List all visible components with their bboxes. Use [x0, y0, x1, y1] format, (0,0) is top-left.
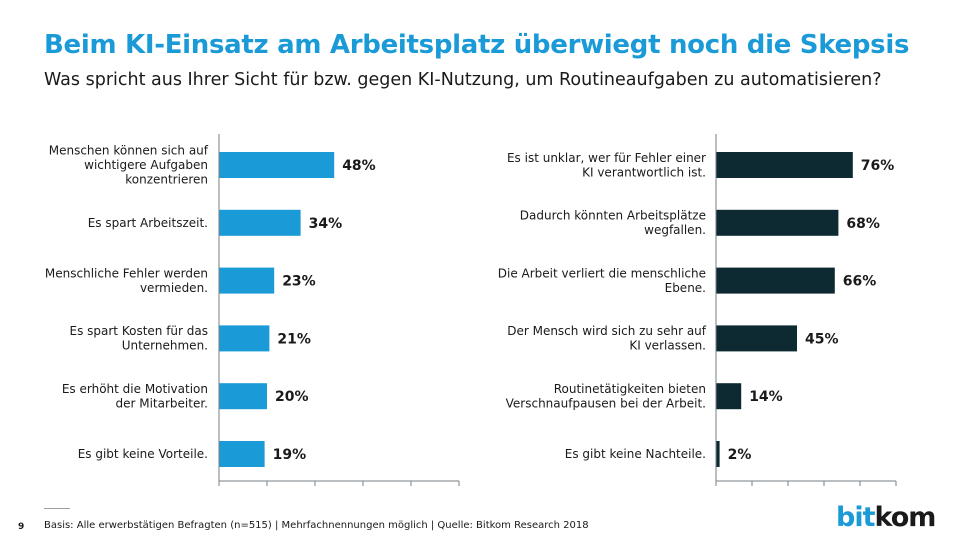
- logo-part-bit: bit: [836, 502, 875, 533]
- category-label-right-1-0: Dadurch könnten Arbeitsplätze: [520, 209, 706, 223]
- category-label-right-0-1: KI verantwortlich ist.: [582, 165, 706, 179]
- chart-subtitle: Was spricht aus Ihrer Sicht für bzw. geg…: [44, 70, 882, 90]
- category-label-left-0-2: konzentrieren: [125, 173, 208, 187]
- category-label-right-4-1: Verschnaufpausen bei der Arbeit.: [506, 396, 706, 410]
- category-label-right-5-0: Es gibt keine Nachteile.: [565, 447, 706, 461]
- bar-right-2: [716, 267, 835, 294]
- bar-left-4: [219, 383, 267, 410]
- category-label-right-4-0: Routinetätigkeiten bieten: [554, 382, 706, 396]
- category-label-left-2-1: vermieden.: [140, 281, 208, 295]
- source-footnote: Basis: Alle erwerbstätigen Befragten (n=…: [44, 520, 589, 531]
- bar-left-0: [219, 152, 335, 178]
- bar-left-2: [219, 267, 275, 294]
- value-label-left-5: 19%: [273, 447, 307, 463]
- chart-title: Beim KI-Einsatz am Arbeitsplatz überwieg…: [44, 30, 910, 60]
- category-label-right-3-1: KI verlassen.: [629, 339, 706, 353]
- category-label-right-3-0: Der Mensch wird sich zu sehr auf: [507, 324, 707, 338]
- value-label-right-5: 2%: [728, 447, 752, 463]
- bar-left-1: [219, 209, 301, 236]
- value-label-left-4: 20%: [275, 389, 309, 405]
- category-label-left-0-1: wichtigere Aufgaben: [84, 158, 208, 172]
- page-number: 9: [18, 522, 25, 532]
- category-label-right-2-0: Die Arbeit verliert die menschliche: [498, 266, 706, 280]
- category-label-left-3-0: Es spart Kosten für das: [70, 324, 209, 338]
- category-label-left-2-0: Menschliche Fehler werden: [45, 266, 208, 280]
- value-label-right-4: 14%: [749, 389, 783, 405]
- value-label-left-0: 48%: [342, 158, 376, 174]
- category-label-left-0-0: Menschen können sich auf: [49, 144, 209, 158]
- category-label-left-3-1: Unternehmen.: [122, 339, 208, 353]
- logo-part-kom: kom: [874, 502, 937, 533]
- category-label-left-1-0: Es spart Arbeitszeit.: [88, 216, 208, 230]
- category-label-left-4-0: Es erhöht die Motivation: [62, 382, 208, 396]
- category-label-right-2-1: Ebene.: [665, 281, 706, 295]
- value-label-right-3: 45%: [805, 331, 839, 347]
- bar-right-5: [716, 441, 720, 467]
- category-label-right-0-0: Es ist unklar, wer für Fehler einer: [507, 151, 706, 165]
- footer-divider: [44, 508, 70, 509]
- bar-right-1: [716, 209, 839, 236]
- value-label-right-1: 68%: [846, 216, 880, 232]
- chart-panel-right: 76%Es ist unklar, wer für Fehler einerKI…: [498, 134, 897, 486]
- category-label-left-5-0: Es gibt keine Vorteile.: [78, 447, 208, 461]
- bar-right-0: [716, 152, 853, 178]
- value-label-left-1: 34%: [309, 216, 343, 232]
- value-label-right-0: 76%: [861, 158, 895, 174]
- bar-left-3: [219, 325, 270, 352]
- bar-right-4: [716, 383, 742, 410]
- bar-left-5: [219, 441, 265, 467]
- value-label-left-2: 23%: [282, 274, 316, 290]
- bitkom-logo: bitkom: [836, 502, 937, 533]
- value-label-left-3: 21%: [277, 331, 311, 347]
- category-label-right-1-1: wegfallen.: [644, 223, 706, 237]
- value-label-right-2: 66%: [843, 274, 877, 290]
- category-label-left-4-1: der Mitarbeiter.: [116, 396, 209, 410]
- bar-right-3: [716, 325, 797, 352]
